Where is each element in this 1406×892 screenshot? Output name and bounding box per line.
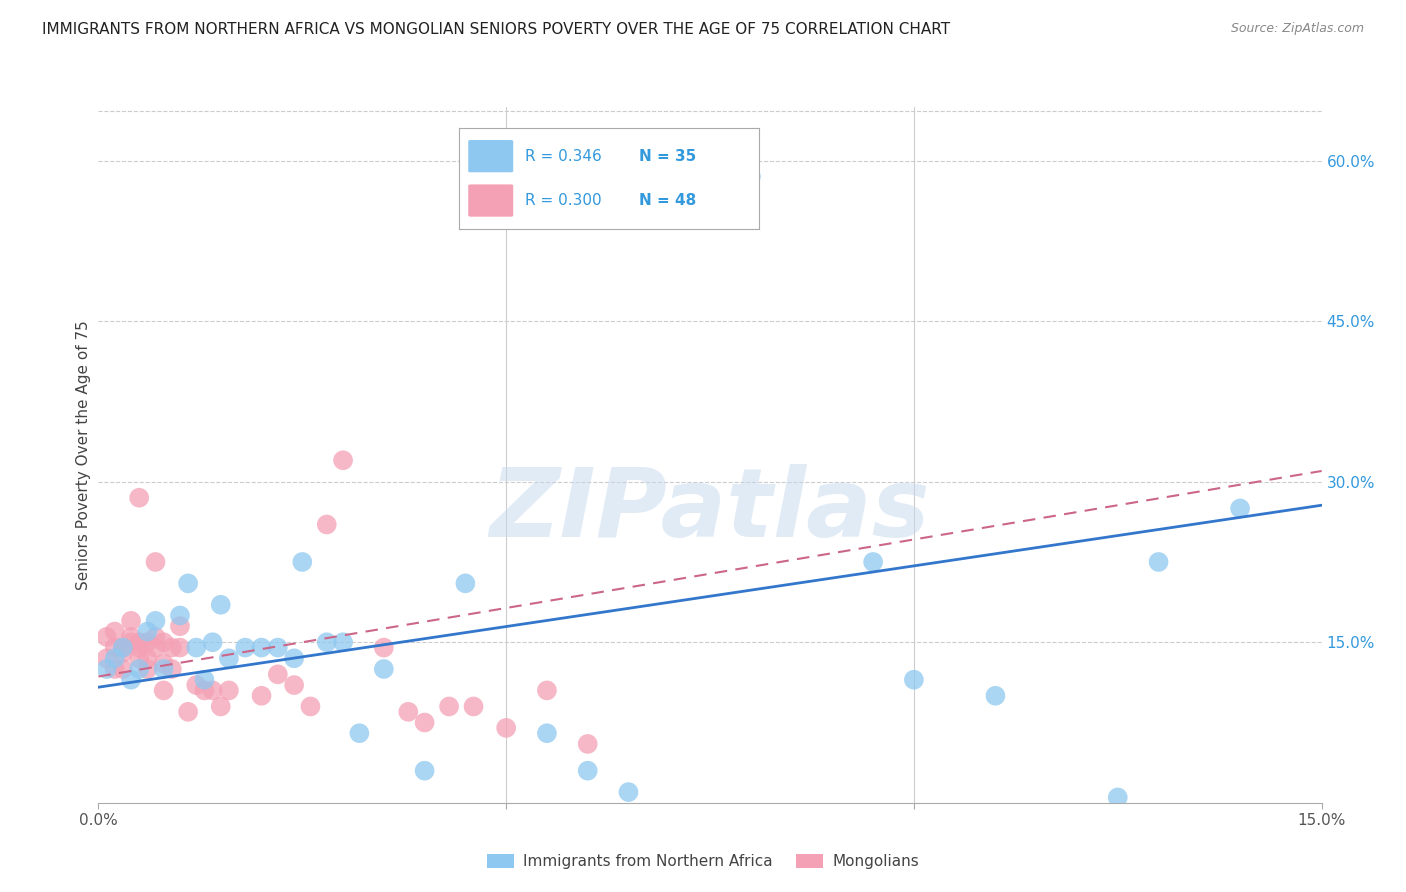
Point: [160, 640, 183, 655]
Point: [291, 555, 314, 569]
Point: [136, 651, 159, 665]
Point: [209, 598, 232, 612]
Point: [267, 640, 290, 655]
Point: [201, 635, 224, 649]
Point: [332, 453, 354, 467]
Point: [169, 619, 191, 633]
Point: [454, 576, 477, 591]
Point: [250, 640, 273, 655]
Point: [96, 651, 118, 665]
Point: [396, 705, 419, 719]
Point: [152, 683, 174, 698]
Point: [984, 689, 1007, 703]
Point: [1229, 501, 1251, 516]
Point: [136, 662, 159, 676]
Point: [373, 662, 395, 676]
Y-axis label: Seniors Poverty Over the Age of 75: Seniors Poverty Over the Age of 75: [76, 320, 91, 590]
Point: [332, 635, 354, 649]
Point: [495, 721, 517, 735]
Point: [576, 737, 599, 751]
Point: [120, 614, 142, 628]
Point: [128, 635, 150, 649]
Point: [128, 640, 150, 655]
Point: [104, 640, 127, 655]
Point: [128, 662, 150, 676]
Point: [120, 635, 142, 649]
Point: [104, 662, 127, 676]
Point: [169, 608, 191, 623]
Point: [145, 555, 167, 569]
Point: [1107, 790, 1129, 805]
Point: [283, 651, 305, 665]
Point: [186, 640, 208, 655]
Point: [437, 699, 460, 714]
Point: [104, 624, 127, 639]
Point: [111, 662, 134, 676]
Point: [111, 646, 134, 660]
Point: [120, 630, 142, 644]
Point: [193, 683, 215, 698]
Point: [283, 678, 305, 692]
Point: [218, 683, 240, 698]
Point: [233, 640, 256, 655]
Point: [413, 715, 436, 730]
Point: [120, 673, 142, 687]
Point: [617, 785, 640, 799]
Point: [111, 640, 134, 655]
Point: [218, 651, 240, 665]
Point: [177, 576, 200, 591]
Point: [463, 699, 485, 714]
Point: [111, 640, 134, 655]
Text: ZIPatlas: ZIPatlas: [489, 464, 931, 558]
Point: [186, 678, 208, 692]
Text: IMMIGRANTS FROM NORTHERN AFRICA VS MONGOLIAN SENIORS POVERTY OVER THE AGE OF 75 : IMMIGRANTS FROM NORTHERN AFRICA VS MONGO…: [42, 22, 950, 37]
Point: [1147, 555, 1170, 569]
Point: [193, 673, 215, 687]
Point: [373, 640, 395, 655]
Point: [576, 764, 599, 778]
Point: [136, 635, 159, 649]
Point: [177, 705, 200, 719]
Point: [104, 651, 127, 665]
Point: [740, 169, 762, 184]
Point: [136, 624, 159, 639]
Point: [201, 683, 224, 698]
Point: [128, 491, 150, 505]
Point: [145, 640, 167, 655]
Point: [536, 726, 558, 740]
Legend: Immigrants from Northern Africa, Mongolians: Immigrants from Northern Africa, Mongoli…: [481, 848, 925, 875]
Point: [267, 667, 290, 681]
Point: [160, 662, 183, 676]
Point: [903, 673, 925, 687]
Point: [299, 699, 322, 714]
Point: [169, 640, 191, 655]
Point: [145, 630, 167, 644]
Point: [862, 555, 884, 569]
Point: [96, 662, 118, 676]
Point: [152, 635, 174, 649]
Point: [152, 657, 174, 671]
Point: [152, 662, 174, 676]
Point: [349, 726, 371, 740]
Point: [536, 683, 558, 698]
Point: [250, 689, 273, 703]
Point: [413, 764, 436, 778]
Text: Source: ZipAtlas.com: Source: ZipAtlas.com: [1230, 22, 1364, 36]
Point: [315, 635, 337, 649]
Point: [315, 517, 337, 532]
Point: [96, 630, 118, 644]
Point: [128, 651, 150, 665]
Point: [209, 699, 232, 714]
Point: [145, 614, 167, 628]
